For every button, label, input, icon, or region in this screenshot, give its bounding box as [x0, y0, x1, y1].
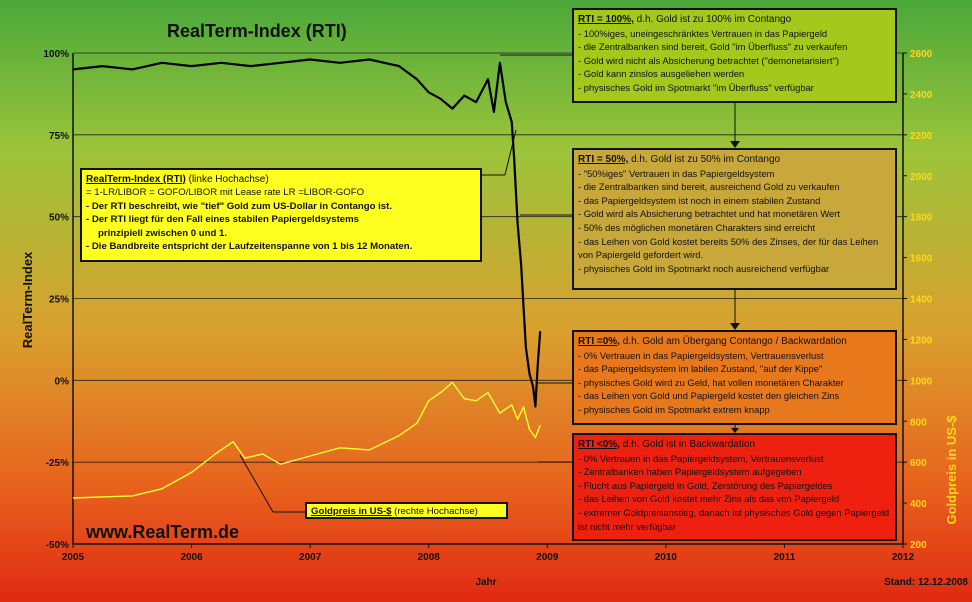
- x-tick-label: 2008: [418, 552, 441, 563]
- gold-price-line: [72, 381, 541, 499]
- box-neg-item: Flucht aus Papiergeld in Gold, Zerstörun…: [578, 479, 891, 493]
- connector-lines: [239, 54, 740, 513]
- box-100-item: die Zentralbanken sind bereit, Gold "im …: [578, 40, 891, 54]
- box-50-item: Gold wird als Absicherung betrachtet und…: [578, 207, 891, 221]
- rti-negative-box: RTI <0%, d.h. Gold ist in Backwardation …: [572, 433, 897, 541]
- x-axis-label: Jahr: [475, 577, 496, 588]
- x-tick-label: 2012: [892, 552, 915, 563]
- box-neg-item: extremer Goldpreisanstieg, danach ist ph…: [578, 506, 891, 533]
- gold-box-rest: (rechte Hochachse): [391, 506, 478, 517]
- box-100-rest: d.h. Gold ist zu 100% im Contango: [633, 14, 792, 25]
- y2-tick-label: 2200: [910, 131, 933, 142]
- box-50-item: das Leihen von Gold kostet bereits 50% d…: [578, 235, 891, 262]
- y-tick-label: -50%: [46, 540, 69, 551]
- y2-axis-label: Goldpreis in US-$: [944, 415, 959, 525]
- box-100-item: Gold kann zinslos ausgeliehen werden: [578, 67, 891, 81]
- x-tick-label: 2011: [774, 552, 796, 563]
- y2-tick-label: 2600: [910, 49, 933, 60]
- y2-tick-label: 1000: [910, 376, 933, 387]
- rti-box-line-2: Der RTI liegt für den Fall eines stabile…: [86, 213, 476, 226]
- rti-100-box: RTI = 100%, d.h. Gold ist zu 100% im Con…: [572, 8, 897, 103]
- y-tick-label: 100%: [43, 49, 69, 60]
- y2-tick-label: 800: [910, 417, 927, 428]
- box-neg-item: Zentralbanken haben Papiergeldsystem auf…: [578, 465, 891, 479]
- x-tick-label: 2006: [180, 552, 203, 563]
- box-50-rest: d.h. Gold ist zu 50% im Contango: [628, 154, 781, 165]
- rti-info-box: RealTerm-Index (RTI) (linke Hochachse) =…: [80, 168, 482, 262]
- rti-box-head-rest: (linke Hochachse): [185, 174, 269, 185]
- x-tick-label: 2010: [655, 552, 678, 563]
- y-tick-label: 75%: [49, 131, 69, 142]
- y-tick-label: -25%: [46, 458, 69, 469]
- box-neg-item: 0% Vertrauen in das Papiergeldsystem, Ve…: [578, 452, 891, 466]
- y-axis-label: RealTerm-Index: [20, 251, 35, 348]
- y-tick-label: 0%: [55, 376, 70, 387]
- x-tick-labels: 2005 2006 2007 2008 2009 2010 2011 2012: [62, 544, 915, 563]
- box-0-item: das Papiergeldsystem im labilen Zustand,…: [578, 362, 891, 376]
- x-tick-label: 2009: [536, 552, 559, 563]
- y2-tick-label: 600: [910, 458, 927, 469]
- box-100-item: physisches Gold im Spotmarkt "im Überflu…: [578, 81, 891, 95]
- box-0-item: 0% Vertrauen in das Papiergeldsystem, Ve…: [578, 349, 891, 363]
- box-50-item: das Papiergeldsystem ist noch in einem s…: [578, 194, 891, 208]
- gold-box-key: Goldpreis in US-$: [311, 506, 392, 517]
- box-neg-rest: d.h. Gold ist in Backwardation: [619, 439, 756, 450]
- y-tick-labels: 100% 75% 50% 25% 0% -25% -50%: [43, 49, 69, 551]
- box-100-item: Gold wird nicht als Absicherung betracht…: [578, 54, 891, 68]
- y2-tick-label: 2400: [910, 90, 933, 101]
- stand-date: Stand: 12.12.2008: [884, 577, 968, 588]
- rti-box-formula: = 1-LR/LIBOR = GOFO/LIBOR mit Lease rate…: [86, 187, 365, 199]
- box-50-item: physisches Gold im Spotmarkt noch ausrei…: [578, 262, 891, 276]
- rti-box-line-2-cont: prinzipiell zwischen 0 und 1.: [98, 227, 228, 239]
- box-neg-key: RTI <0%,: [578, 439, 620, 450]
- box-50-key: RTI = 50%,: [578, 154, 629, 165]
- rti-50-box: RTI = 50%, d.h. Gold ist zu 50% im Conta…: [572, 148, 897, 290]
- box-50-item: "50%iges" Vertrauen in das Papiergeldsys…: [578, 167, 891, 181]
- chart-title: RealTerm-Index (RTI): [167, 21, 347, 41]
- x-tick-label: 2007: [299, 552, 322, 563]
- box-100-key: RTI = 100%,: [578, 14, 634, 25]
- box-0-item: physisches Gold im Spotmarkt extrem knap…: [578, 403, 891, 417]
- rti-line: [72, 58, 542, 408]
- box-neg-item: das Leihen von Gold kostet mehr Zins als…: [578, 492, 891, 506]
- y2-tick-label: 2000: [910, 172, 933, 183]
- y-tick-label: 50%: [49, 213, 69, 224]
- box-0-item: physisches Gold wird zu Geld, hat vollen…: [578, 376, 891, 390]
- box-0-rest: d.h. Gold am Übergang Contango / Backwar…: [619, 336, 847, 347]
- gold-legend-box: Goldpreis in US-$ (rechte Hochachse): [305, 502, 508, 519]
- rti-box-line-1: Der RTI beschreibt, wie "tief" Gold zum …: [86, 200, 476, 213]
- box-50-item: 50% des möglichen monetären Charakters s…: [578, 221, 891, 235]
- y-tick-label: 25%: [49, 295, 69, 306]
- box-50-item: die Zentralbanken sind bereit, ausreiche…: [578, 180, 891, 194]
- box-0-key: RTI =0%,: [578, 336, 620, 347]
- box-0-item: das Leihen von Gold und Papiergeld koste…: [578, 389, 891, 403]
- rti-box-line-3: Die Bandbreite entspricht der Laufzeiten…: [86, 240, 476, 253]
- box-100-item: 100%iges, uneingeschränktes Vertrauen in…: [578, 27, 891, 41]
- y2-tick-label: 1400: [910, 295, 933, 306]
- y2-tick-label: 1800: [910, 213, 933, 224]
- y2-tick-label: 400: [910, 499, 927, 510]
- site-url: www.RealTerm.de: [85, 522, 239, 542]
- series-lines: [72, 58, 542, 499]
- x-tick-label: 2005: [62, 552, 85, 563]
- y2-tick-label: 1600: [910, 254, 933, 265]
- y2-tick-label: 1200: [910, 335, 933, 346]
- y2-tick-label: 200: [910, 540, 927, 551]
- y2-tick-labels: 2600 2400 2200 2000 1800 1600 1400 1200 1000 800 6…: [903, 49, 933, 551]
- rti-0-box: RTI =0%, d.h. Gold am Übergang Contango …: [572, 330, 897, 425]
- rti-box-key: RealTerm-Index (RTI): [86, 174, 186, 185]
